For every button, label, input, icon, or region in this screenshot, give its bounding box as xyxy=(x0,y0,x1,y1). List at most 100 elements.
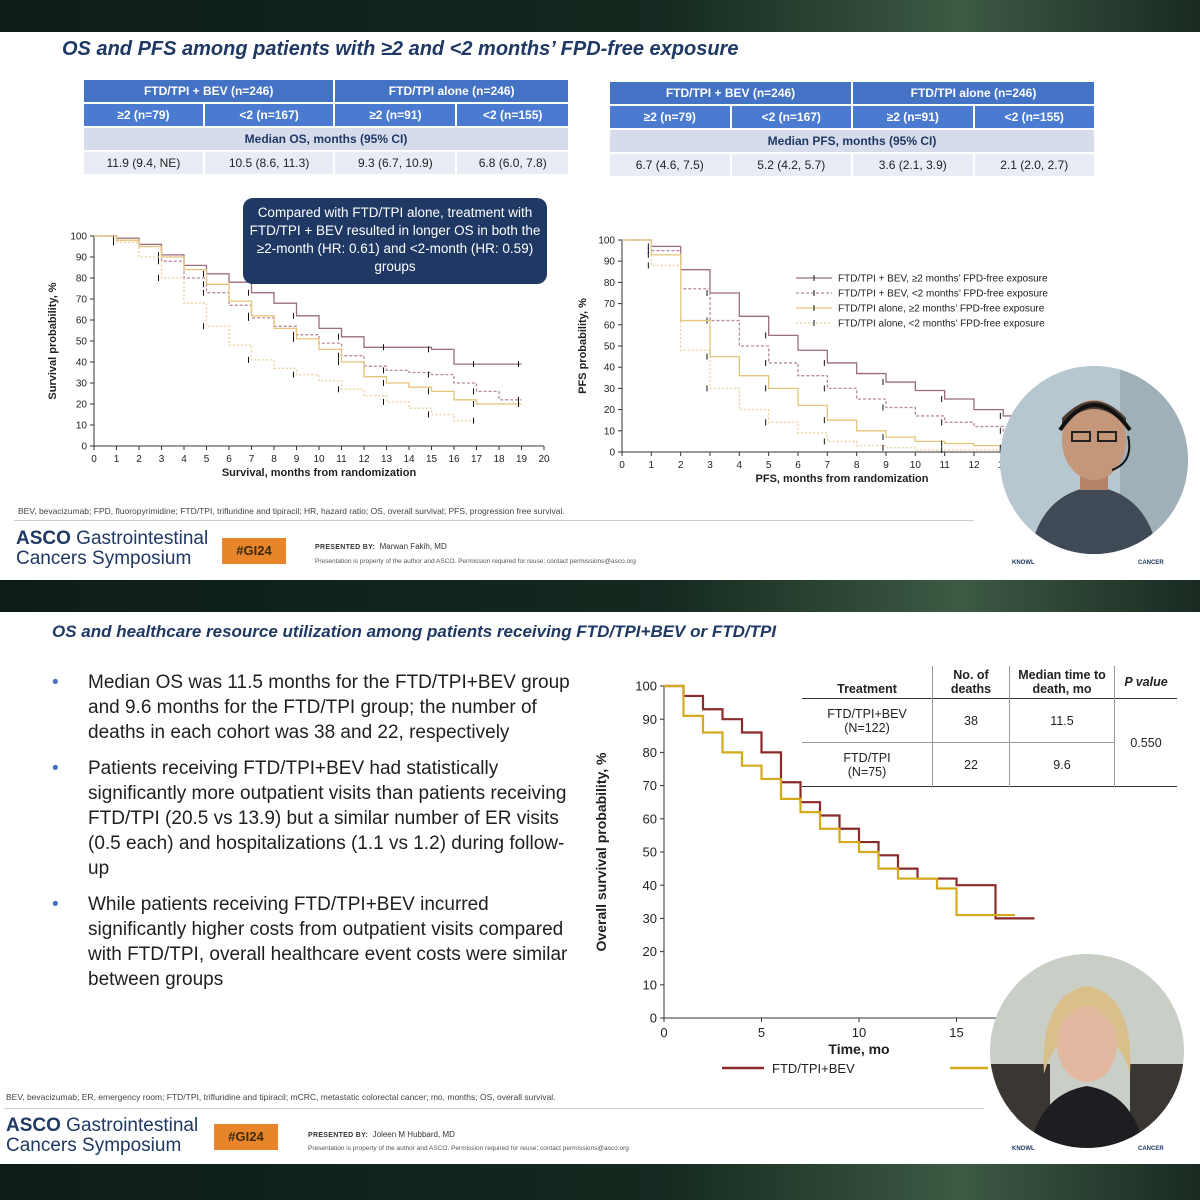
x-tick-label: 3 xyxy=(159,454,165,465)
y-tick-label: 50 xyxy=(643,845,657,860)
deaths-hdr-pvalue: P value xyxy=(1114,666,1177,699)
legend-label: FTD/TPI + BEV, ≥2 months’ FPD-free expos… xyxy=(838,274,1048,285)
presenter-webcam-1 xyxy=(1000,366,1188,554)
os-val-4: 6.8 (6.0, 7.8) xyxy=(455,150,570,176)
os-sub-2: <2 (n=167) xyxy=(202,102,336,128)
x-tick-label: 0 xyxy=(619,460,625,471)
km-curve-2 xyxy=(622,239,1062,434)
presenter-2-video-icon xyxy=(990,954,1184,1148)
x-tick-label: 20 xyxy=(538,454,550,465)
deaths-row-2-treatment: FTD/TPI (N=75) xyxy=(802,743,933,787)
asco-logo-2: ASCO Gastrointestinal Cancers Symposium xyxy=(6,1116,198,1156)
os-group-bev: FTD/TPI + BEV (n=246) xyxy=(81,78,336,104)
presenter-name-2: Joleen M Hubbard, MD xyxy=(372,1130,455,1139)
y-axis-title: Overall survival probability, % xyxy=(593,752,609,951)
slide2-bullet-list: • Median OS was 11.5 months for the FTD/T… xyxy=(52,670,572,1003)
y-tick-label: 40 xyxy=(76,358,88,369)
gi24-hashtag-badge: #GI24 xyxy=(222,538,286,564)
km-curve-2 xyxy=(664,684,1015,917)
x-tick-label: 16 xyxy=(448,454,460,465)
deaths-row-2-count: 22 xyxy=(932,742,1010,787)
y-tick-label: 0 xyxy=(650,1011,657,1026)
y-tick-label: 50 xyxy=(76,337,88,348)
slide1-title: OS and PFS among patients with ≥2 and <2… xyxy=(62,38,739,60)
slide1-presented-by: PRESENTED BY: Marwan Fakih, MD xyxy=(315,542,447,551)
y-tick-label: 100 xyxy=(598,236,615,247)
bullet-item: • Patients receiving FTD/TPI+BEV had stat… xyxy=(52,756,572,881)
os-hcru-km-chart: 0 10 20 30 40 50 60 70 80 90 100 0 5 10 15 Time, mo Over… xyxy=(593,679,1054,1076)
y-tick-label: 90 xyxy=(604,257,616,268)
presenter-webcam-2 xyxy=(990,954,1184,1148)
y-tick-label: 80 xyxy=(604,278,616,289)
x-tick-label: 7 xyxy=(825,460,831,471)
row2-treatment-n: (N=75) xyxy=(847,764,887,779)
y-tick-label: 10 xyxy=(76,421,88,432)
x-tick-label: 10 xyxy=(313,454,325,465)
presented-by-label: PRESENTED BY: xyxy=(315,544,376,551)
bullet-text-3: While patients receiving FTD/TPI+BEV inc… xyxy=(88,894,568,990)
deaths-hdr-treatment: Treatment xyxy=(837,682,897,696)
y-tick-label: 60 xyxy=(643,811,657,826)
deaths-table: Treatment No. of deaths Median time to d… xyxy=(802,666,1177,787)
y-tick-label: 100 xyxy=(70,232,87,243)
deaths-pvalue: 0.550 xyxy=(1114,698,1177,787)
x-tick-label: 11 xyxy=(336,454,347,465)
y-tick-label: 70 xyxy=(604,299,616,310)
asco-logo-2-bold: ASCO xyxy=(6,1115,61,1136)
y-tick-label: 30 xyxy=(76,379,88,390)
y-tick-label: 70 xyxy=(643,778,657,793)
pfs-sub-3: ≥2 (n=91) xyxy=(851,104,975,130)
x-tick-label: 17 xyxy=(471,454,483,465)
slide2-presented-by: PRESENTED BY: Joleen M Hubbard, MD xyxy=(308,1130,455,1139)
y-tick-label: 70 xyxy=(76,295,88,306)
km-curve-3 xyxy=(622,239,1062,449)
x-tick-label: 10 xyxy=(852,1025,866,1040)
asco-tagline-left: KNOWL xyxy=(1012,560,1035,566)
x-tick-label: 19 xyxy=(516,454,528,465)
os-val-1: 11.9 (9.4, NE) xyxy=(82,150,205,176)
x-tick-label: 8 xyxy=(271,454,277,465)
y-tick-label: 0 xyxy=(81,442,87,453)
x-tick-label: 12 xyxy=(358,454,370,465)
deaths-row-2-median: 9.6 xyxy=(1009,742,1115,787)
km-curve-1 xyxy=(664,684,1035,920)
deaths-row-1-count: 38 xyxy=(932,698,1010,743)
x-tick-label: 9 xyxy=(883,460,889,471)
y-tick-label: 40 xyxy=(604,363,616,374)
gi24-hashtag-badge-2: #GI24 xyxy=(214,1124,278,1150)
x-tick-label: 12 xyxy=(968,460,980,471)
pfs-km-chart: 0102030405060708090100012345678910111213… xyxy=(577,236,1062,485)
x-tick-label: 3 xyxy=(707,460,713,471)
slide1-footnote: BEV, bevacizumab; FPD, fluoropyrimidine;… xyxy=(18,506,565,516)
y-tick-label: 60 xyxy=(76,316,88,327)
pfs-metric: Median PFS, months (95% CI) xyxy=(608,128,1096,154)
asco-tagline-right: CANCER xyxy=(1138,560,1164,566)
slide2-footer-rule xyxy=(4,1108,984,1109)
bullet-dot-icon: • xyxy=(52,758,59,779)
y-tick-label: 90 xyxy=(76,253,88,264)
slide1-footer-rule xyxy=(14,520,974,521)
asco-logo-2-rest: Gastrointestinal xyxy=(60,1115,199,1136)
pfs-val-4: 2.1 (2.0, 2.7) xyxy=(972,152,1096,178)
y-tick-label: 80 xyxy=(643,745,657,760)
slide1-property-note: Presentation is property of the author a… xyxy=(315,558,636,565)
legend-label-bev: FTD/TPI+BEV xyxy=(772,1061,855,1076)
x-tick-label: 15 xyxy=(426,454,438,465)
slide-os-pfs: OS and PFS among patients with ≥2 and <2… xyxy=(0,32,1200,580)
x-tick-label: 5 xyxy=(204,454,210,465)
deaths-hdr-count: No. of deaths xyxy=(932,666,1010,699)
pfs-sub-2: <2 (n=167) xyxy=(729,104,853,130)
os-val-3: 9.3 (6.7, 10.9) xyxy=(333,150,458,176)
y-tick-label: 10 xyxy=(643,977,657,992)
x-axis-title: Survival, months from randomization xyxy=(222,467,417,479)
os-metric: Median OS, months (95% CI) xyxy=(82,126,570,152)
os-sub-1: ≥2 (n=79) xyxy=(82,102,205,128)
pfs-group-bev: FTD/TPI + BEV (n=246) xyxy=(608,80,853,106)
km-curve-4 xyxy=(94,235,477,422)
slide2-footnote: BEV, bevacizumab; ER, emergency room; FT… xyxy=(6,1092,556,1102)
x-tick-label: 10 xyxy=(910,460,922,471)
x-tick-label: 2 xyxy=(678,460,684,471)
y-tick-label: 80 xyxy=(76,274,88,285)
y-tick-label: 30 xyxy=(604,384,616,395)
asco-logo-line2: Cancers Symposium xyxy=(16,548,192,569)
